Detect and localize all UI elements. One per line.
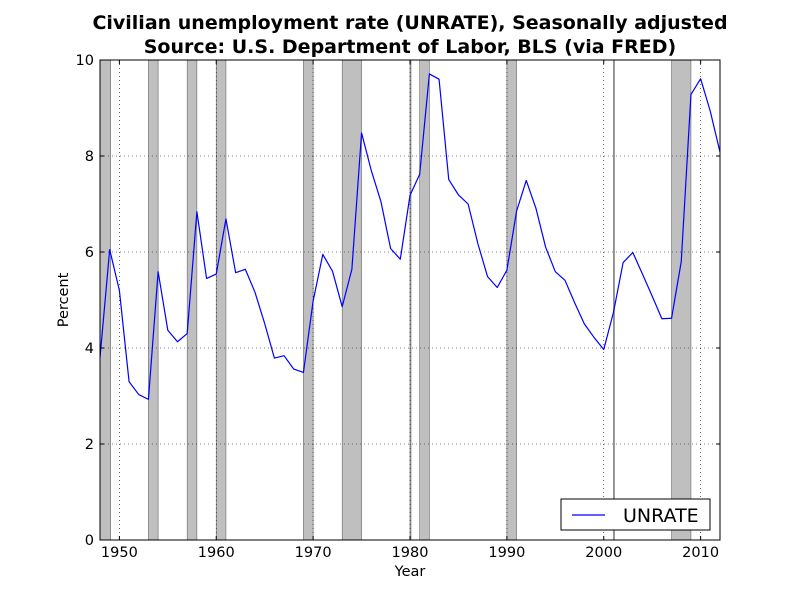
recession-band [341, 59, 362, 541]
chart-title: Civilian unemployment rate (UNRATE), Sea… [92, 12, 727, 34]
legend-label-unrate: UNRATE [623, 505, 699, 527]
y-tick-label: 8 [85, 149, 94, 165]
x-tick-label: 1960 [198, 545, 235, 561]
y-tick-label: 4 [85, 341, 94, 357]
recession-band [148, 59, 159, 541]
recession-band [303, 59, 314, 541]
recession-band [215, 59, 227, 541]
x-tick-label: 1950 [101, 545, 138, 561]
recession-band [186, 59, 198, 541]
x-axis-label: Year [394, 564, 426, 580]
legend: UNRATE [560, 498, 711, 531]
y-axis-label: Percent [56, 272, 72, 327]
recession-band [613, 59, 615, 541]
y-tick-label: 2 [85, 437, 94, 453]
y-tick-label: 10 [76, 53, 94, 69]
recession-band [506, 59, 517, 541]
x-tick-label: 2000 [585, 545, 622, 561]
recession-band [419, 59, 430, 541]
x-tick-label: 2010 [682, 545, 719, 561]
series-line-unrate [99, 73, 721, 400]
series-lines [99, 73, 721, 400]
y-tick-label: 0 [85, 533, 94, 549]
x-tick-label: 1980 [392, 545, 429, 561]
x-tick-label: 1990 [488, 545, 525, 561]
y-tick-label: 6 [85, 245, 94, 261]
chart-subtitle: Source: U.S. Department of Labor, BLS (v… [144, 36, 676, 58]
x-tick-label: 1970 [295, 545, 332, 561]
axis-ticks: 1950 1960 1970 1980 1990 2000 2010 0 2 4 6 8 10 [76, 53, 720, 561]
